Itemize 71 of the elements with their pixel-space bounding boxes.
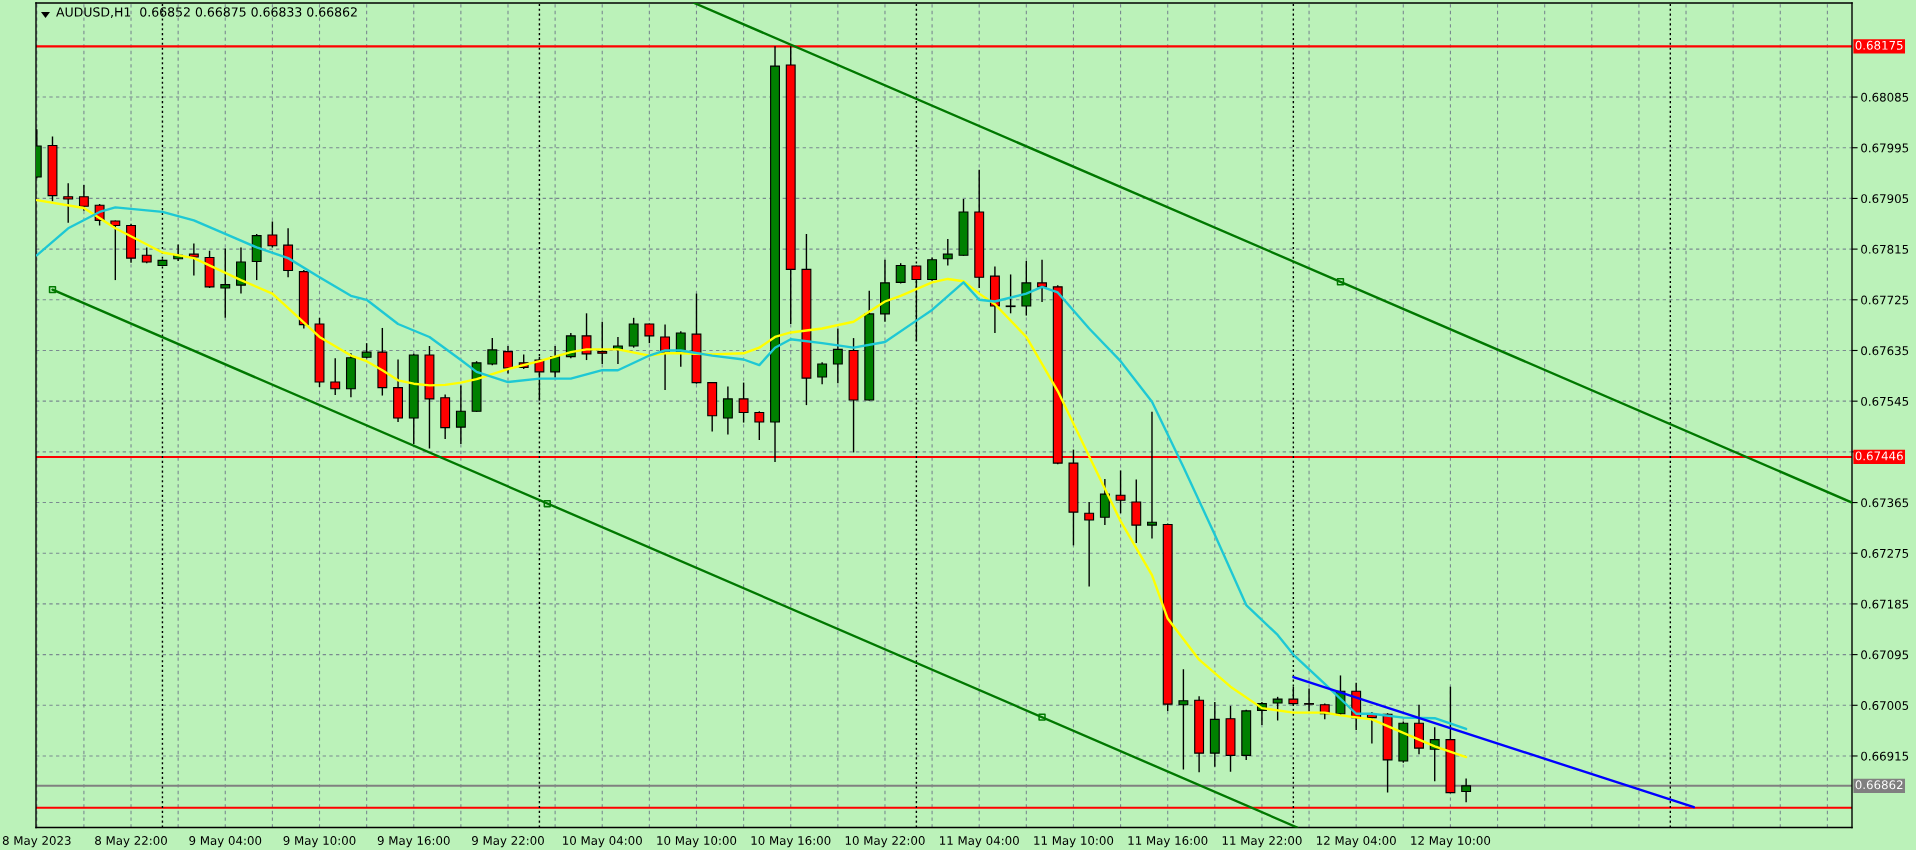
candlestick — [455, 384, 466, 445]
candlestick — [581, 312, 592, 361]
y-tick-label: 0.67815 — [1861, 244, 1909, 254]
y-tick-label: 0.67275 — [1861, 548, 1909, 558]
candlestick — [644, 322, 655, 344]
candlestick — [1084, 501, 1095, 588]
candlestick — [597, 321, 608, 365]
y-tick-label: 0.67635 — [1861, 346, 1909, 356]
candlestick — [1272, 696, 1283, 722]
x-tick-label: 11 May 04:00 — [940, 836, 1019, 848]
x-tick-label: 11 May 22:00 — [1222, 836, 1302, 848]
candlestick — [550, 345, 561, 379]
candlestick — [236, 246, 246, 295]
candlestick — [1147, 411, 1157, 540]
candlestick — [1099, 478, 1110, 526]
candlestick — [267, 220, 278, 249]
candlestick — [942, 238, 953, 267]
candlestick — [503, 345, 513, 375]
candlestick — [330, 357, 341, 396]
ref-line-label: 0.68175 — [1855, 40, 1903, 50]
chart-title: AUDUSD,H1 0.66852 0.66875 0.66833 0.66862 — [56, 7, 357, 18]
y-tick-label: 0.67725 — [1861, 295, 1909, 305]
y-tick-label: 0.67995 — [1861, 143, 1909, 153]
x-tick-label: 11 May 10:00 — [1034, 836, 1114, 848]
point — [1336, 278, 1345, 286]
x-tick-label: 11 May 16:00 — [1128, 836, 1208, 848]
y-tick-label: 0.67545 — [1861, 396, 1909, 406]
y-tick-label: 0.67185 — [1861, 599, 1909, 609]
y-tick-label: 0.68085 — [1861, 92, 1909, 102]
x-tick-label: 12 May 04:00 — [1317, 836, 1396, 848]
candlestick — [220, 247, 231, 319]
x-tick-label: 9 May 16:00 — [377, 836, 450, 848]
x-tick-label: 10 May 22:00 — [845, 836, 925, 848]
candlestick — [817, 361, 828, 385]
candlestick — [1005, 273, 1016, 315]
ref-line-label: 0.67446 — [1855, 451, 1903, 461]
x-tick-label: 10 May 04:00 — [563, 836, 642, 848]
ref-line-label: 0.66862 — [1855, 780, 1903, 790]
y-tick-label: 0.67095 — [1861, 650, 1909, 660]
x-tick-label: 9 May 10:00 — [283, 836, 356, 848]
y-tick-label: 0.67365 — [1861, 498, 1909, 508]
point — [48, 285, 57, 294]
x-tick-label: 9 May 04:00 — [189, 836, 262, 848]
point — [1038, 713, 1046, 721]
candlestick — [1131, 478, 1142, 544]
y-tick-label: 0.67905 — [1861, 194, 1909, 204]
x-tick-label: 12 May 10:00 — [1411, 836, 1491, 848]
candlestick — [1178, 668, 1189, 771]
candlestick — [738, 381, 749, 424]
candlestick — [832, 327, 843, 384]
y-tick-label: 0.66915 — [1861, 751, 1909, 761]
x-tick-label: 8 May 2023 — [2, 836, 71, 848]
candlestick — [63, 182, 74, 224]
candlestick — [1461, 777, 1472, 803]
candlestick — [78, 184, 89, 212]
x-tick-label: 8 May 22:00 — [95, 836, 167, 848]
point — [543, 499, 551, 508]
x-tick-label: 10 May 10:00 — [657, 836, 737, 848]
candlestick — [1304, 687, 1315, 712]
candlestick — [487, 337, 498, 366]
x-tick-label: 10 May 16:00 — [751, 836, 831, 848]
candlestick — [754, 410, 765, 441]
candlestick — [1115, 469, 1126, 514]
x-tick-label: 9 May 22:00 — [472, 836, 544, 848]
candlestick — [927, 256, 938, 282]
candlestick — [628, 317, 639, 349]
candlestick — [110, 219, 121, 281]
candlestick — [565, 332, 576, 360]
candlestick — [1037, 259, 1047, 303]
candlestick — [722, 385, 733, 436]
y-tick-label: 0.67005 — [1861, 701, 1909, 710]
